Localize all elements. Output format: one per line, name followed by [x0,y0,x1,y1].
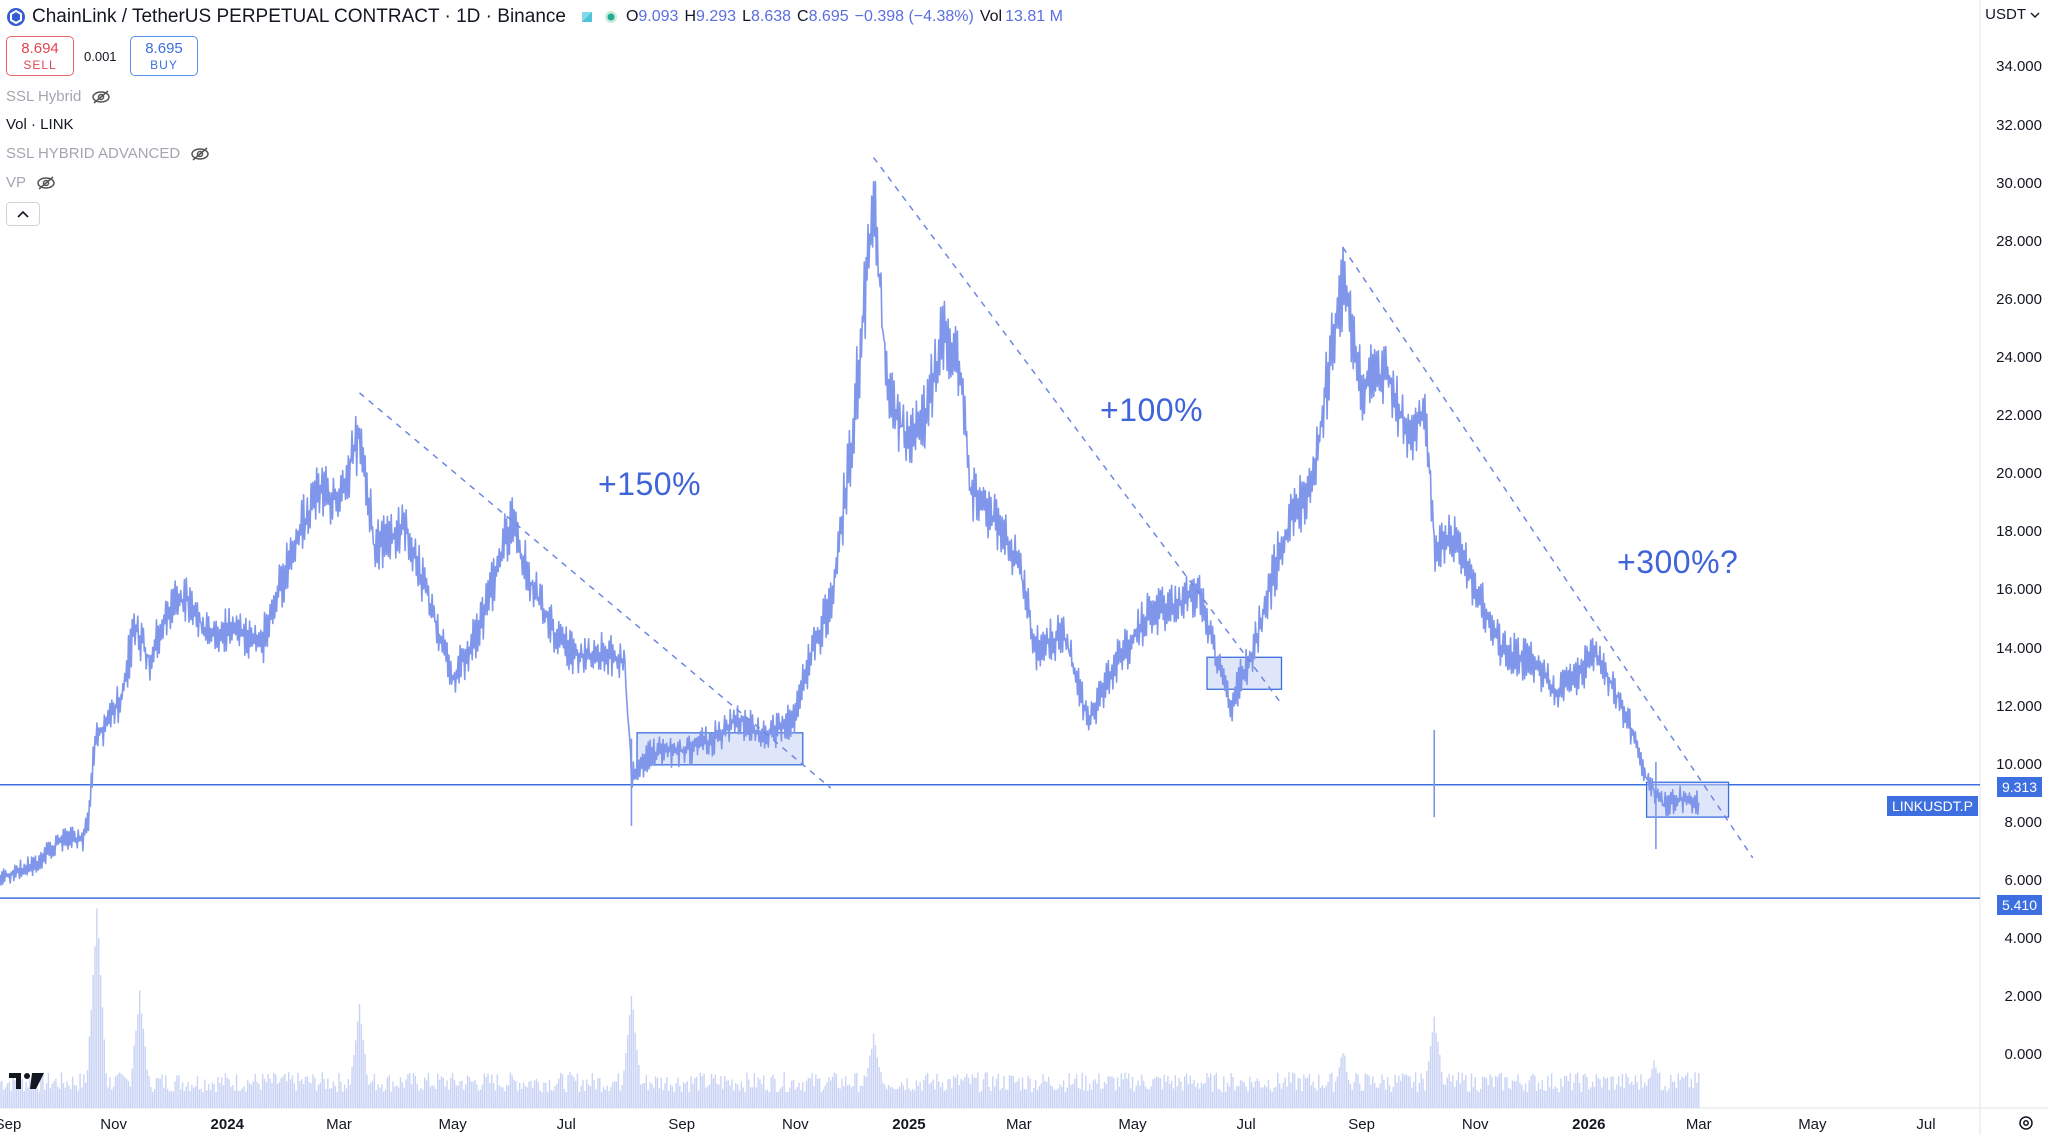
time-tick-label: Nov [100,1116,127,1133]
time-tick-label: Jul [1236,1116,1256,1133]
tradingview-logo[interactable] [8,1070,46,1092]
annotation-plus-100: +100% [1100,392,1204,428]
indicator-label: Vol · LINK [6,116,74,133]
annotation-plus-300: +300%? [1617,544,1739,580]
indicator-volume[interactable]: Vol · LINK [6,114,74,136]
gear-icon[interactable] [2016,1113,2036,1133]
time-tick-label: 2024 [210,1116,244,1133]
chart-header: ChainLink / TetherUS PERPETUAL CONTRACT … [0,0,1069,34]
price-tick-label: 12.000 [1996,697,2042,715]
price-tick-label: 24.000 [1996,349,2042,366]
price-tick-label: 14.000 [1996,639,2042,657]
currency-selector[interactable]: USDT [1985,6,2040,23]
indicator-vp[interactable]: VP [6,172,56,194]
eye-hidden-icon[interactable] [91,89,111,105]
pair-swap-icon[interactable] [580,10,594,24]
time-tick-label: May [438,1116,467,1133]
price-tick-label: 26.000 [1996,290,2042,308]
ohlc-open: 9.093 [638,8,679,25]
price-tick-label: 0.000 [2004,1046,2042,1064]
price-tag-lower: 5.410 [1996,895,2042,915]
price-tag-upper: 9.313 [1996,777,2042,797]
price-tick-label: 6.000 [2004,872,2042,890]
time-tick-label: Sep [1348,1116,1375,1133]
ohlc-low: 8.638 [750,8,792,25]
indicator-label: SSL Hybrid [6,88,82,105]
indicator-label: VP [6,174,27,191]
time-tick-label: Nov [1461,1116,1489,1133]
price-tick-label: 34.000 [1996,58,2042,76]
eye-hidden-icon[interactable] [190,146,210,162]
trendline [872,157,1283,705]
ohlc-low-label: L [742,8,751,25]
indicator-ssl-hybrid-advanced[interactable]: SSL HYBRID ADVANCED [6,143,210,165]
buy-price: 8.695 [145,40,183,57]
time-tick-label: Jul [1916,1116,1936,1133]
trendline [1342,247,1754,859]
price-tick-label: 10.000 [1996,755,2042,773]
time-tick-label: May [1118,1116,1147,1133]
price-change: −0.398 (−4.38%) [854,8,974,25]
ohlc-close: 8.695 [808,8,849,25]
price-tick-label: 28.000 [1996,232,2042,250]
price-tick-label: 8.000 [2004,813,2042,831]
time-tick-label: Mar [1685,1116,1712,1133]
buy-button[interactable]: 8.695 BUY [130,36,198,76]
volume-label: Vol [979,8,1003,25]
ohlc-high: 9.293 [696,8,737,25]
annotation-plus-150: +150% [598,466,702,502]
spread-value: 0.001 [84,49,117,64]
symbol-tag: LINKUSDT.P [1887,796,1978,816]
time-tick-label: Sep [0,1116,22,1133]
trendline [359,392,832,789]
ohlc-close-label: C [797,8,809,25]
indicator-ssl-hybrid[interactable]: SSL Hybrid [6,86,111,108]
time-tick-label: 2025 [892,1116,926,1133]
eye-hidden-icon[interactable] [36,175,56,191]
chainlink-icon [7,8,25,26]
time-tick-label: Jul [556,1116,576,1133]
ohlc-values: O9.093 H9.293 L8.638 C8.695 −0.398 (−4.38%) V… [626,8,1069,26]
price-tick-label: 2.000 [2004,988,2042,1006]
time-tick-label: Nov [782,1116,809,1133]
time-tick-label: Sep [668,1116,696,1133]
ohlc-open-label: O [625,8,639,25]
price-tick-label: 18.000 [1996,523,2042,541]
sell-price: 8.694 [21,40,59,57]
time-tick-label: May [1798,1116,1827,1133]
price-tick-label: 32.000 [1996,116,2042,134]
buy-label: BUY [150,58,178,72]
sell-label: SELL [23,58,57,72]
time-tick-label: 2026 [1572,1116,1606,1133]
currency-label: USDT [1985,6,2026,23]
time-tick-label: Mar [326,1116,352,1133]
ohlc-high-label: H [684,8,697,25]
symbol-title[interactable]: ChainLink / TetherUS PERPETUAL CONTRACT … [32,6,566,27]
sell-button[interactable]: 8.694 SELL [6,36,74,76]
price-tick-label: 16.000 [1996,581,2042,599]
price-series-line [0,180,1700,886]
time-tick-label: Mar [1005,1116,1032,1133]
price-tick-label: 22.000 [1996,407,2042,425]
price-tick-label: 4.000 [2004,930,2042,948]
price-tick-label: 20.000 [1996,465,2042,483]
chevron-up-icon [17,210,29,218]
collapse-indicators-button[interactable] [6,202,40,226]
status-dot-icon [604,11,617,23]
volume-value: 13.81 M [1005,8,1063,25]
chevron-down-icon [2030,12,2040,18]
price-tick-label: 30.000 [1996,174,2042,192]
indicator-label: SSL HYBRID ADVANCED [6,145,181,162]
